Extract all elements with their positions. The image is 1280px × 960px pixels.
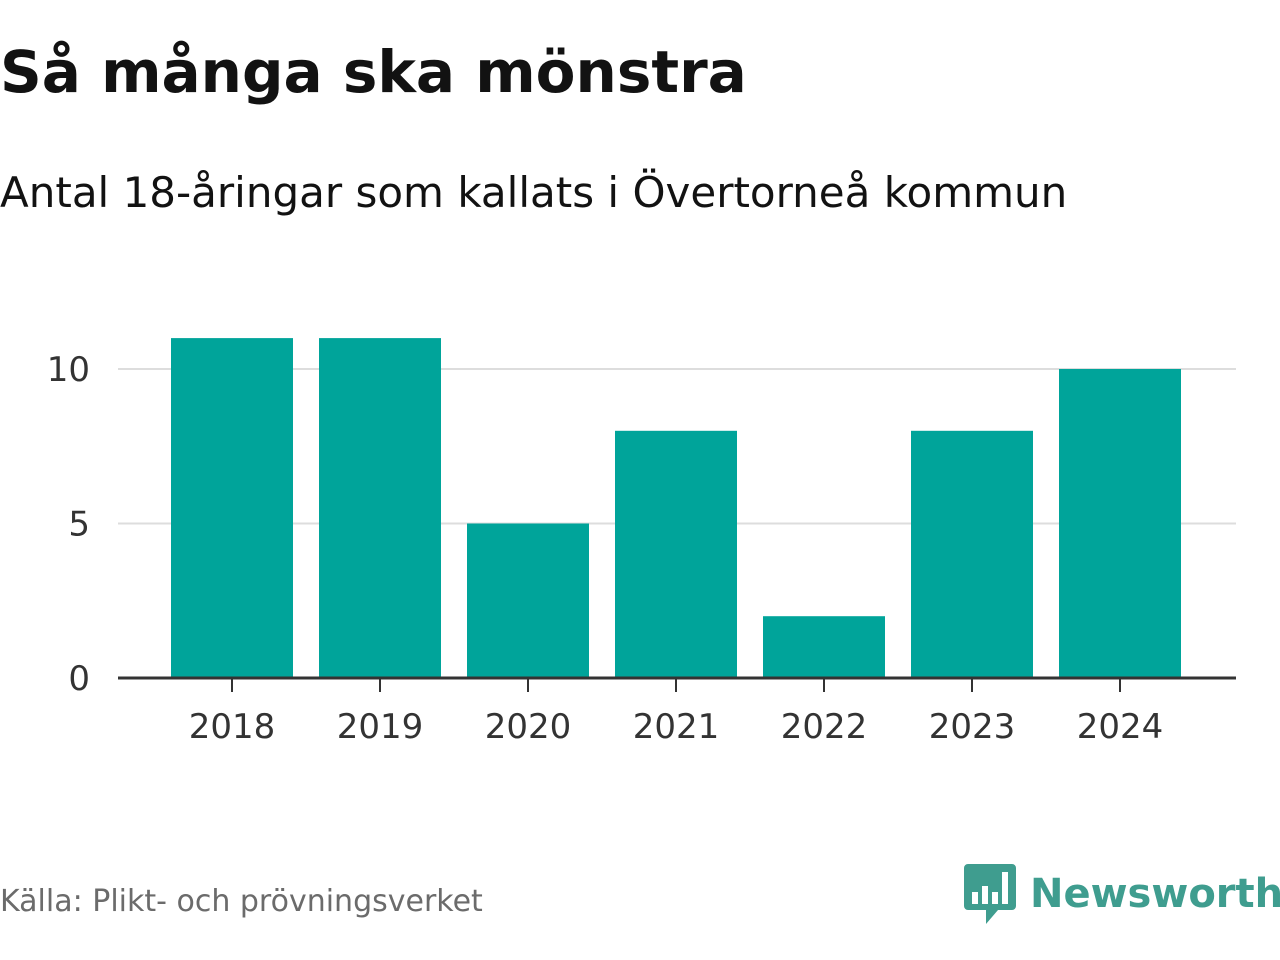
chart-title: Så många ska mönstra <box>0 38 747 106</box>
bar-2022 <box>763 616 885 678</box>
bar-2024 <box>1059 369 1181 678</box>
source-note: Källa: Plikt- och prövningsverket <box>0 884 483 919</box>
y-tick-label-0: 0 <box>68 659 90 699</box>
x-tick-label-2024: 2024 <box>1077 707 1164 747</box>
newsworthy-logo-icon <box>964 864 1016 924</box>
x-tick-label-2022: 2022 <box>781 707 868 747</box>
bar-2019 <box>319 338 441 678</box>
brand-logo: Newsworthy <box>964 862 1280 926</box>
y-tick-label-5: 5 <box>68 505 90 545</box>
y-tick-label-10: 10 <box>47 350 90 390</box>
bar-2020 <box>467 523 589 678</box>
bar-2021 <box>615 430 737 678</box>
x-tick-label-2020: 2020 <box>485 707 572 747</box>
x-tick-label-2019: 2019 <box>337 707 424 747</box>
x-tick-label-2023: 2023 <box>929 707 1016 747</box>
chart-subtitle: Antal 18-åringar som kallats i Övertorne… <box>0 168 1068 217</box>
x-tick-label-2021: 2021 <box>633 707 720 747</box>
x-tick-label-2018: 2018 <box>189 707 276 747</box>
bar-2018 <box>171 338 293 678</box>
bar-2023 <box>911 430 1033 678</box>
brand-name: Newsworthy <box>1030 871 1280 917</box>
